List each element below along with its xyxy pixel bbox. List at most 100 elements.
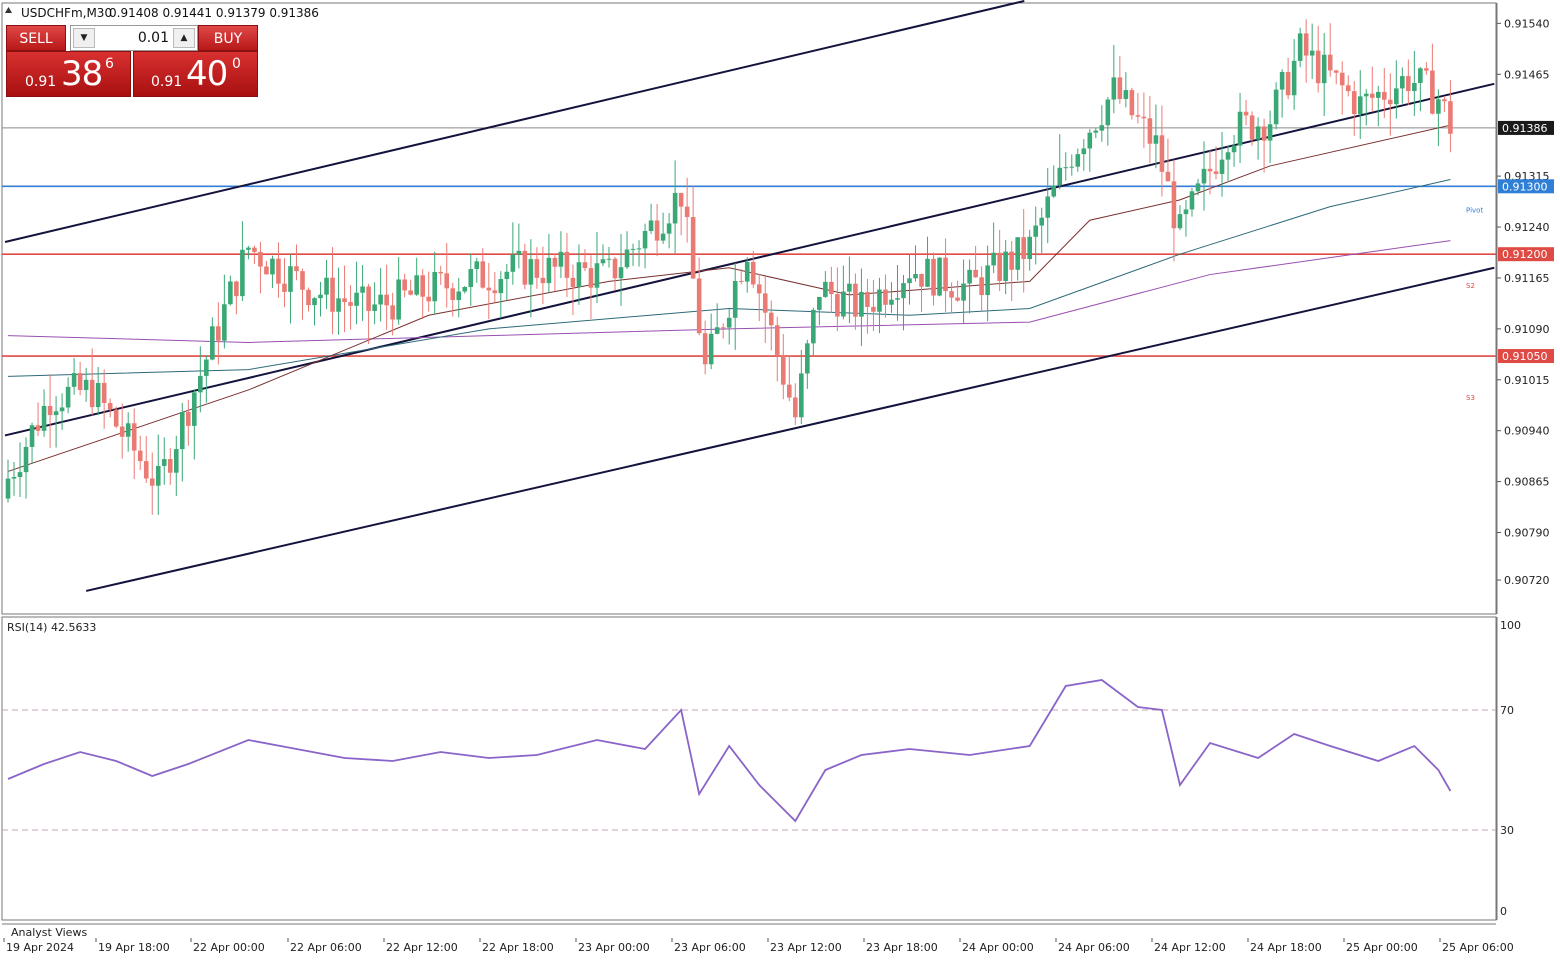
sell-price-box[interactable]: 0.91 38 6 xyxy=(6,51,131,97)
channel-line-3 xyxy=(85,266,1495,592)
volume-stepper[interactable]: ▼ 0.01 ▲ xyxy=(70,25,198,51)
candle-body xyxy=(961,283,966,301)
candle-body xyxy=(1297,33,1303,61)
candle-body xyxy=(498,279,504,294)
candle-body xyxy=(1255,126,1261,140)
candle-body xyxy=(1291,60,1297,96)
price-tick-label: 0.91090 xyxy=(1504,323,1550,336)
candle-body xyxy=(997,252,1002,281)
sell-price-pips: 38 xyxy=(61,54,103,94)
buy-price-box[interactable]: 0.91 40 0 xyxy=(133,51,258,97)
candle-body xyxy=(847,283,852,292)
candle-body xyxy=(264,266,269,275)
sell-button[interactable]: SELL xyxy=(6,25,66,51)
candle-body xyxy=(330,277,335,312)
candle-body xyxy=(1309,50,1315,56)
volume-input[interactable]: 0.01 xyxy=(137,30,169,46)
price-tick-label: 0.91015 xyxy=(1504,374,1550,387)
candle-body xyxy=(570,277,576,287)
candle-body xyxy=(1129,90,1135,116)
level-price-label: 0.91300 xyxy=(1502,180,1548,193)
candle-body xyxy=(252,247,257,252)
candle-body xyxy=(378,294,383,305)
analyst-views-label: Analyst Views xyxy=(11,926,87,939)
price-tick-label: 0.90865 xyxy=(1504,476,1550,489)
candle-body xyxy=(823,281,828,297)
candle-body xyxy=(1153,135,1159,144)
candle-body xyxy=(835,294,840,317)
candle-body xyxy=(787,384,792,398)
candle-body xyxy=(588,268,594,288)
candle-body xyxy=(1400,76,1405,89)
candle-body xyxy=(1436,99,1441,114)
candle-body xyxy=(829,281,834,295)
candle-body xyxy=(630,248,636,250)
candle-body xyxy=(336,298,341,312)
candle-body xyxy=(889,299,894,305)
candle-body xyxy=(793,397,798,418)
candle-body xyxy=(240,249,245,297)
candle-body xyxy=(522,250,528,285)
volume-up-arrow-icon[interactable]: ▲ xyxy=(173,28,195,48)
candle-body xyxy=(222,304,227,341)
candle-body xyxy=(907,278,912,284)
candle-body xyxy=(1123,90,1129,99)
candle-body xyxy=(1381,91,1387,100)
rsi-line xyxy=(7,679,1452,823)
candle-body xyxy=(1099,125,1105,131)
rsi-panel-frame xyxy=(1,616,1497,921)
sell-price-prefix: 0.91 xyxy=(25,74,57,90)
candle-body xyxy=(1195,183,1201,192)
time-tick-label: 23 Apr 06:00 xyxy=(674,941,746,954)
candle-body xyxy=(1303,33,1309,56)
candle-body xyxy=(702,333,708,365)
candle-body xyxy=(1183,209,1189,215)
candle-body xyxy=(173,449,179,473)
candle-body xyxy=(895,298,900,300)
candle-body xyxy=(859,291,864,317)
candle-body xyxy=(1351,91,1357,115)
candle-body xyxy=(444,273,450,289)
candle-body xyxy=(179,411,185,450)
candle-body xyxy=(540,277,546,284)
candle-body xyxy=(1141,116,1147,119)
time-tick-label: 19 Apr 18:00 xyxy=(98,941,170,954)
candle-body xyxy=(1105,99,1111,126)
level-price-label: 0.91050 xyxy=(1502,350,1548,363)
candle-body xyxy=(612,258,618,279)
candle-body xyxy=(360,286,365,293)
candle-body xyxy=(1375,91,1381,98)
candle-body xyxy=(426,296,431,302)
candle-body xyxy=(198,375,203,393)
candle-body xyxy=(979,277,984,296)
candle-body xyxy=(780,354,786,385)
candle-body xyxy=(1448,101,1453,134)
candle-body xyxy=(294,266,299,272)
time-tick-label: 24 Apr 00:00 xyxy=(962,941,1034,954)
candle-body xyxy=(756,284,762,294)
buy-button[interactable]: BUY xyxy=(198,25,258,51)
candlesticks xyxy=(5,19,1453,515)
level-lines: Pivot S2 S3 xyxy=(2,127,1496,402)
candle-body xyxy=(1063,167,1069,169)
volume-down-arrow-icon[interactable]: ▼ xyxy=(73,28,95,48)
level-price-box xyxy=(1498,349,1554,364)
candle-body xyxy=(1424,68,1429,71)
candle-body xyxy=(1087,132,1093,149)
collapse-triangle-icon[interactable] xyxy=(5,7,12,13)
candle-body xyxy=(624,249,630,268)
candle-body xyxy=(1369,93,1375,98)
candle-body xyxy=(1069,166,1075,168)
candle-body xyxy=(901,283,906,299)
candle-body xyxy=(1051,185,1057,197)
candle-body xyxy=(943,257,948,292)
candle-body xyxy=(1201,168,1207,184)
candle-body xyxy=(1363,93,1369,97)
candle-body xyxy=(738,280,744,282)
candle-body xyxy=(1327,54,1333,71)
candle-body xyxy=(276,258,281,284)
price-tick-label: 0.91165 xyxy=(1504,272,1550,285)
candle-body xyxy=(125,423,131,437)
candle-body xyxy=(1111,77,1117,100)
